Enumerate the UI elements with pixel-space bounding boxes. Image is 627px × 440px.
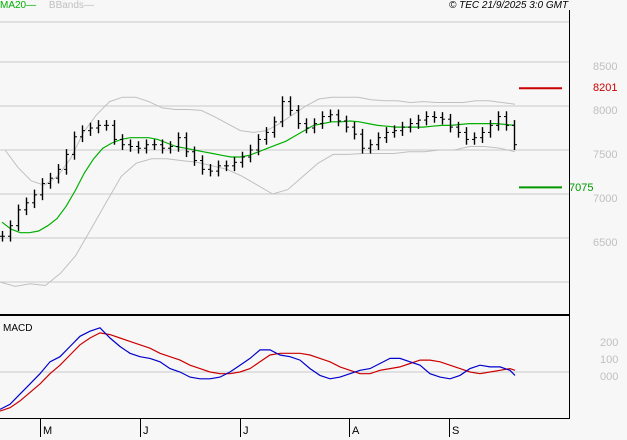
bband-upper-line	[4, 96, 516, 186]
legend-bbands: BBands—	[48, 0, 94, 11]
x-axis-label: S	[452, 425, 460, 437]
price-axis-label: 8500	[593, 61, 618, 73]
resistance-level-label: 8201	[593, 82, 618, 94]
x-axis-label: J	[243, 425, 249, 437]
macd-line	[0, 327, 516, 410]
macd-title: MACD	[3, 323, 33, 334]
x-axis-label: M	[43, 425, 53, 437]
price-axis-label: 8000	[593, 105, 618, 117]
support-level-label: 7075	[569, 182, 594, 194]
chart-legend: MA20— BBands—	[0, 0, 94, 12]
macd-axis-label: 200	[600, 337, 619, 349]
macd-axis-label: 100	[600, 354, 619, 366]
price-axis-label: 6500	[593, 237, 618, 249]
legend-ma20: MA20—	[0, 0, 37, 11]
bband-lower-line	[0, 146, 516, 287]
x-axis-label: J	[143, 425, 149, 437]
macd-axis-label: 000	[600, 371, 619, 383]
macd-signal-line	[0, 332, 516, 412]
price-axis-label: 7000	[593, 193, 618, 205]
price-axis-label: 7500	[593, 149, 618, 161]
x-axis-label: A	[352, 425, 360, 437]
copyright-timestamp: © TEC 21/9/2025 3:0 GMT	[449, 0, 569, 11]
